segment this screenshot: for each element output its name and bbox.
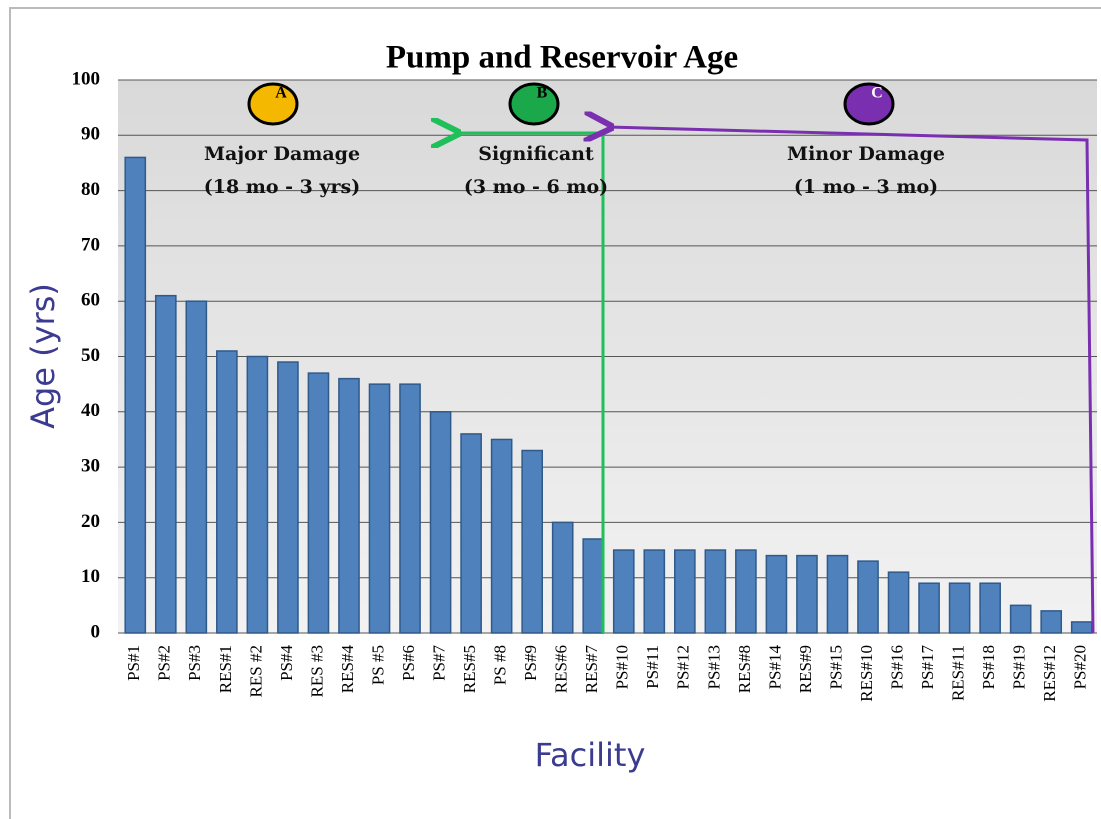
x-tick-label: PS#17 <box>918 645 937 690</box>
x-tick-label: RES#7 <box>582 645 601 694</box>
y-tick-label: 10 <box>81 566 100 587</box>
x-tick-label: PS#20 <box>1071 645 1090 689</box>
bar <box>429 411 452 634</box>
bar <box>124 156 147 634</box>
bar <box>735 549 757 634</box>
y-tick-label: 20 <box>81 511 100 532</box>
annotation-badge <box>508 82 560 126</box>
x-axis-label: Facility <box>535 736 646 774</box>
bar <box>551 521 574 634</box>
x-tick-label: RES#12 <box>1040 645 1059 702</box>
bar <box>643 549 666 634</box>
x-tick-label: RES#10 <box>857 645 876 702</box>
x-tick-label: PS#16 <box>887 645 906 689</box>
x-tick-label: PS#2 <box>155 645 174 681</box>
annotation-text: Significant <box>478 143 594 165</box>
annotation-text: (3 mo - 6 mo) <box>464 176 608 198</box>
y-tick-label: 90 <box>81 124 100 145</box>
x-tick-label: RES#8 <box>735 645 754 693</box>
bar <box>582 538 605 634</box>
y-tick-label: 30 <box>81 455 100 476</box>
frame <box>9 7 1101 819</box>
bar <box>918 582 940 634</box>
x-tick-label: PS#13 <box>704 645 723 689</box>
y-tick-label: 70 <box>81 234 100 255</box>
bar <box>277 361 299 634</box>
y-tick-label: 60 <box>81 290 100 311</box>
x-tick-label: PS#4 <box>277 645 296 681</box>
bar <box>1070 621 1093 634</box>
x-tick-label: RES #2 <box>246 645 265 697</box>
marks: 0 10 20 30 40 50 60 70 80 90 100 PS#1 PS#2 PS#3 RES#1 R… <box>72 68 1097 702</box>
x-tick-label: PS#6 <box>399 645 418 681</box>
x-tick-label: PS#7 <box>429 645 448 681</box>
x-tick-label: RES#11 <box>949 645 968 701</box>
y-axis-label: Age (yrs) <box>24 283 62 429</box>
x-tick-label: RES#4 <box>338 645 357 694</box>
annotation-text: (18 mo - 3 yrs) <box>204 176 361 198</box>
bar <box>674 549 696 634</box>
bar <box>857 560 879 634</box>
annotations: A Major Damage (18 mo - 3 yrs) B Significant… <box>204 82 1095 634</box>
bar <box>796 554 818 634</box>
x-tick-label: PS#18 <box>979 645 998 689</box>
bar <box>185 300 208 634</box>
bar <box>246 355 269 634</box>
bar <box>490 438 513 634</box>
annotation-text: Minor Damage <box>787 143 945 165</box>
x-tick-label: PS#3 <box>185 645 204 681</box>
bar <box>338 377 360 634</box>
annotation-letter: C <box>871 85 883 102</box>
x-tick-label: PS #8 <box>491 645 510 685</box>
x-tick-label: PS#9 <box>521 645 540 681</box>
x-tick-label: PS#10 <box>613 645 632 689</box>
x-tick-label: RES#6 <box>552 645 571 693</box>
bar <box>765 554 788 634</box>
annotation-text: (1 mo - 3 mo) <box>794 176 938 198</box>
chart-title: Pump and Reservoir Age <box>386 40 738 76</box>
bar <box>612 549 635 634</box>
y-tick-label: 80 <box>81 179 100 200</box>
x-tick-label: PS#12 <box>674 645 693 689</box>
y-tick-label: 50 <box>81 345 100 366</box>
bar <box>948 582 971 634</box>
bar <box>826 554 849 634</box>
x-tick-label: PS#14 <box>765 645 784 690</box>
x-tick-label: RES#1 <box>216 645 235 693</box>
y-tick-label: 0 <box>91 621 101 642</box>
bar <box>887 571 910 634</box>
bar <box>460 433 482 634</box>
bar <box>521 449 543 634</box>
bar <box>1040 610 1063 634</box>
bar <box>216 350 238 634</box>
bar <box>704 549 727 634</box>
x-tick-label: PS #5 <box>368 645 387 685</box>
x-tick-label: RES #3 <box>307 645 326 697</box>
annotation-letter: B <box>537 85 548 102</box>
x-tick-label: PS#11 <box>643 645 662 689</box>
bar <box>368 383 391 634</box>
x-tick-label: RES#5 <box>460 645 479 693</box>
x-tick-label: RES#9 <box>796 645 815 693</box>
y-tick-label: 40 <box>81 400 100 421</box>
bar <box>979 582 1001 634</box>
arrow-c <box>608 127 1095 634</box>
annotation-text: Major Damage <box>204 143 360 165</box>
annotation-badge <box>843 82 895 126</box>
annotation-letter: A <box>275 85 287 102</box>
bar <box>1009 604 1032 634</box>
bar <box>154 294 177 634</box>
y-tick-label: 100 <box>72 68 101 89</box>
bar <box>399 383 421 634</box>
bar <box>307 372 330 634</box>
annotation-badge <box>247 82 299 126</box>
x-tick-label: PS#1 <box>124 645 143 681</box>
x-tick-label: PS#19 <box>1010 645 1029 689</box>
x-tick-label: PS#15 <box>826 645 845 689</box>
